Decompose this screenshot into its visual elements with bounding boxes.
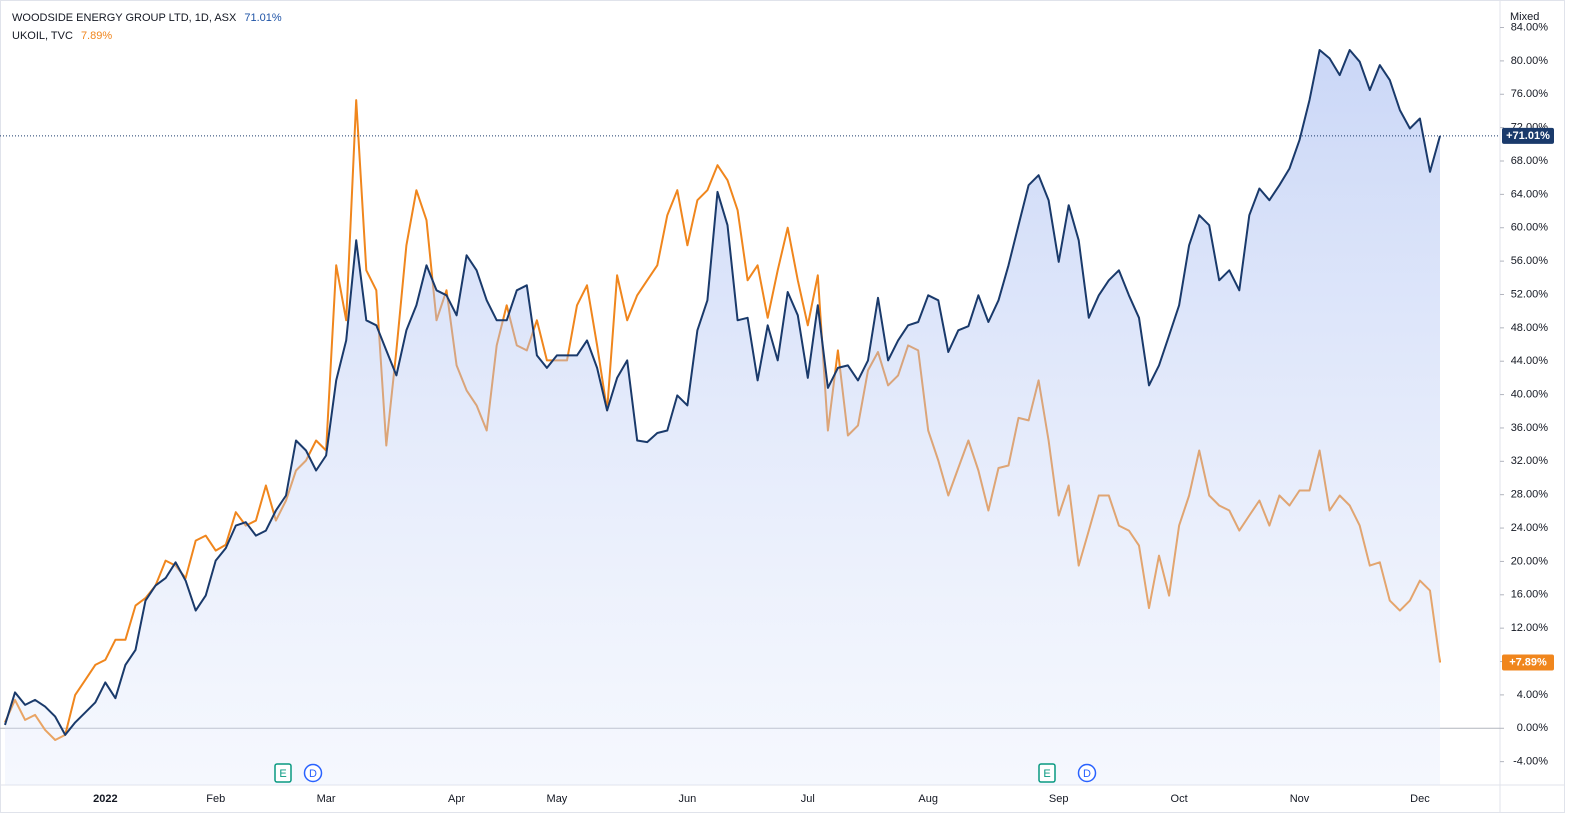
area (5, 50, 1440, 785)
y-tick-label: 60.00% (1511, 222, 1549, 234)
line (4, 49, 1441, 736)
x-tick-label: Dec (1410, 793, 1430, 805)
event-label: D (1083, 768, 1091, 780)
y-tick-label: 16.00% (1511, 589, 1549, 601)
event-label: D (309, 768, 317, 780)
event-icon (1038, 763, 1056, 783)
legend-value: 71.01% (244, 12, 282, 24)
event-label: E (1043, 768, 1050, 780)
y-tick-label: 84.00% (1511, 21, 1549, 33)
y-tick-label: 40.00% (1511, 388, 1549, 400)
event-label: E (279, 768, 286, 780)
y-tick-label: 56.00% (1511, 255, 1549, 267)
y-tick-label: 28.00% (1511, 489, 1549, 501)
x-tick-label: Sep (1049, 793, 1069, 805)
event-icon (303, 763, 323, 783)
legend-name: UKOIL, TVC (12, 30, 73, 42)
y-tick-label: 20.00% (1511, 555, 1549, 567)
y-tick-label: 0.00% (1517, 722, 1548, 734)
x-tick-label: Jul (801, 793, 815, 805)
x-tick-label: Mar (317, 793, 336, 805)
y-tick-label: 72.00% (1511, 122, 1549, 134)
last-value-badge (1502, 127, 1554, 144)
last-value-label: +7.89% (1509, 656, 1547, 668)
y-tick-label: 80.00% (1511, 55, 1549, 67)
y-tick-label: 36.00% (1511, 422, 1549, 434)
x-tick-label: Nov (1290, 793, 1310, 805)
y-tick-label: 32.00% (1511, 455, 1549, 467)
y-tick-label: 44.00% (1511, 355, 1549, 367)
y-tick-label: 76.00% (1511, 88, 1549, 100)
last-value-label: +71.01% (1506, 130, 1550, 142)
y-tick-label: 12.00% (1511, 622, 1549, 634)
y-tick-label: 52.00% (1511, 288, 1549, 300)
x-tick-label: Aug (918, 793, 938, 805)
last-value-badge (1502, 654, 1554, 671)
y-tick-label: 24.00% (1511, 522, 1549, 534)
x-tick-label: Apr (448, 793, 465, 805)
x-tick-label: Feb (206, 793, 225, 805)
y-tick-label: 48.00% (1511, 322, 1549, 334)
x-tick-label: Jun (679, 793, 697, 805)
y-axis-label: Mixed (1510, 11, 1539, 23)
legend-name: WOODSIDE ENERGY GROUP LTD, 1D, ASX (12, 12, 237, 24)
y-tick-label: 68.00% (1511, 155, 1549, 167)
y-tick-label: 64.00% (1511, 188, 1549, 200)
x-tick-label: 2022 (93, 793, 117, 805)
x-tick-label: Oct (1171, 793, 1188, 805)
plot: -4.00%0.00%4.00%8.00%12.00%16.00%20.00%2… (0, 12, 1554, 805)
y-tick-label: 4.00% (1517, 689, 1548, 701)
event-icon (1077, 763, 1097, 783)
y-tick-label: -4.00% (1513, 756, 1548, 768)
legend-value: 7.89% (81, 30, 112, 42)
event-icon (274, 763, 292, 783)
x-tick-label: May (547, 793, 568, 805)
